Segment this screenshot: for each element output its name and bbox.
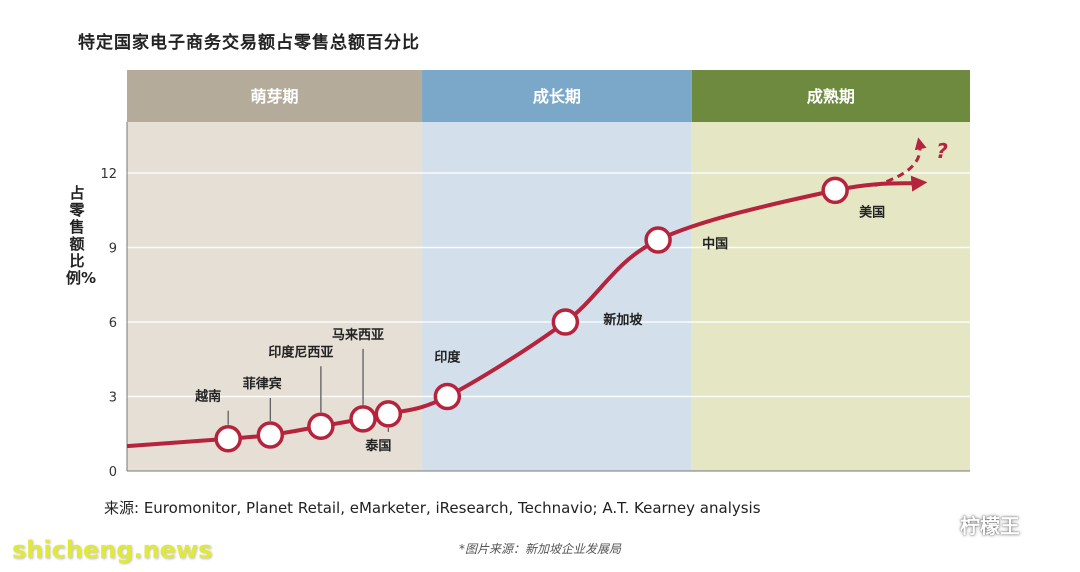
point-label-6: 新加坡 <box>603 312 643 328</box>
point-label-3: 马来西亚 <box>332 327 384 343</box>
y-axis-label: 占零售额比例% <box>66 184 97 287</box>
watermark-right: 柠檬王 <box>920 510 1020 539</box>
phase-label-3: 成熟期 <box>807 87 855 106</box>
y-tick-label-12: 12 <box>100 167 117 182</box>
point-label-1: 菲律宾 <box>243 376 282 392</box>
y-tick-label-0: 0 <box>109 465 117 480</box>
data-point-0 <box>214 424 242 453</box>
data-point-5 <box>433 382 462 411</box>
phase-header-1 <box>127 70 423 122</box>
wechat-icon <box>921 512 952 536</box>
dashed-projection-arrow <box>874 137 927 187</box>
watermark-right-text: 柠檬王 <box>960 514 1020 538</box>
point-label-4: 泰国 <box>364 438 391 454</box>
phase-header-2 <box>422 70 692 122</box>
phase-label-1: 萌芽期 <box>251 87 299 106</box>
data-point-4 <box>374 400 403 428</box>
point-label-5: 印度 <box>434 350 461 366</box>
source-note: 来源: Euromonitor, Planet Retail, eMarkete… <box>104 499 761 517</box>
point-label-8: 美国 <box>859 204 885 220</box>
data-point-3 <box>349 405 377 433</box>
data-point-8 <box>821 176 849 205</box>
data-point-1 <box>256 421 285 449</box>
watermark-left: shicheng.news <box>12 536 213 564</box>
point-label-0: 越南 <box>194 389 221 405</box>
y-tick-label-3: 3 <box>109 391 117 406</box>
phase-label-2: 成长期 <box>533 87 581 106</box>
question-mark-annotation: ? <box>936 139 948 163</box>
phase-band-3 <box>691 122 970 471</box>
point-label-7: 中国 <box>702 236 728 252</box>
y-tick-label-9: 9 <box>109 242 117 257</box>
phase-header-3 <box>691 70 970 122</box>
point-label-2: 印度尼西亚 <box>268 344 333 360</box>
image-caption: *图片来源：新加坡企业发展局 <box>458 542 621 556</box>
y-tick-label-6: 6 <box>109 316 117 331</box>
chart-title: 特定国家电子商务交易额占零售总额百分比 <box>78 33 420 53</box>
phase-band-2 <box>422 122 692 471</box>
data-point-2 <box>307 412 335 441</box>
data-point-6 <box>551 308 580 336</box>
data-point-7 <box>644 226 672 254</box>
